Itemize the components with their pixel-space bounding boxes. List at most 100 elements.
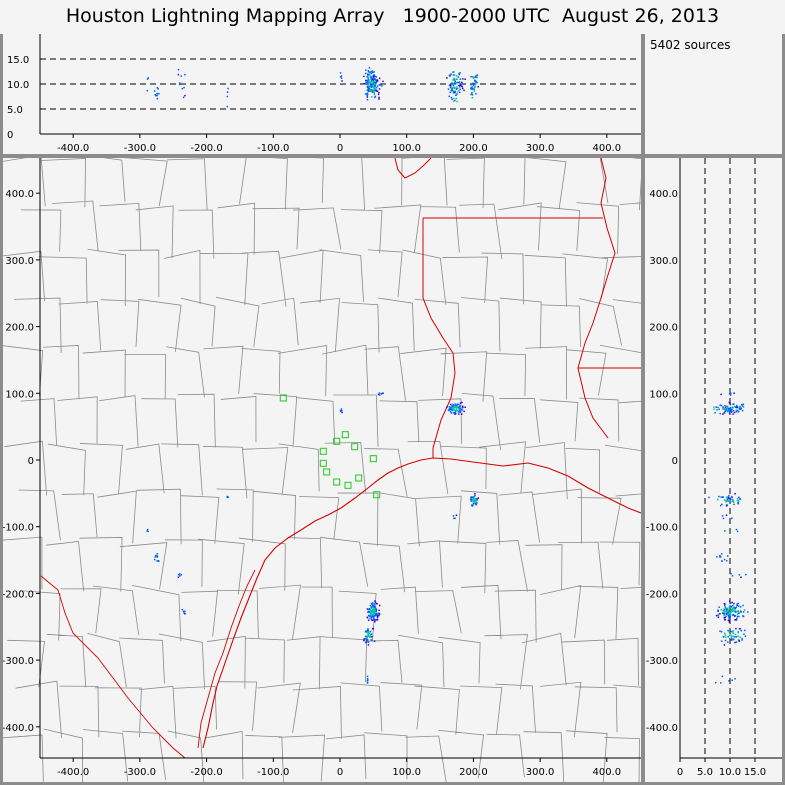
source-point (726, 504, 729, 506)
source-point (464, 78, 466, 81)
source-point (456, 403, 459, 405)
source-point (226, 91, 229, 93)
source-point (476, 502, 478, 504)
source-point (370, 633, 373, 636)
source-point (370, 618, 373, 621)
source-point (365, 79, 367, 82)
source-point (461, 81, 463, 84)
source-point (368, 90, 371, 92)
source-point (738, 611, 741, 614)
source-point (147, 77, 149, 79)
source-point (734, 619, 737, 621)
station-5 (323, 468, 331, 476)
source-point (374, 619, 376, 621)
source-point (464, 406, 466, 409)
title-bar: Houston Lightning Mapping Array 1900-200… (0, 0, 785, 34)
source-point (177, 68, 180, 71)
source-point (459, 83, 461, 85)
source-point (340, 408, 343, 410)
y-tick-label: 15.0 (7, 55, 29, 66)
source-point (378, 98, 380, 100)
source-point (378, 604, 381, 607)
source-point (372, 615, 375, 618)
source-point (373, 93, 376, 95)
source-point (372, 80, 374, 83)
x-tick-label: 200.0 (459, 143, 488, 154)
source-point (449, 74, 451, 76)
source-point (716, 556, 718, 558)
source-point (719, 412, 721, 415)
source-point (738, 615, 740, 618)
source-point (459, 408, 462, 410)
y-tick-label: 200.0 (649, 323, 678, 334)
source-point (184, 73, 186, 76)
source-point (729, 394, 732, 396)
source-point (471, 94, 474, 96)
source-point (451, 87, 453, 89)
source-point (458, 72, 460, 75)
source-point (450, 90, 453, 92)
source-point (370, 602, 373, 605)
source-point (730, 408, 732, 411)
source-point (451, 82, 453, 85)
source-point (449, 91, 451, 94)
source-point (370, 78, 372, 80)
source-point (371, 636, 374, 638)
source-point (727, 496, 730, 498)
source-point (732, 410, 735, 412)
source-point (736, 530, 739, 533)
source-point (459, 88, 462, 91)
source-point (380, 83, 383, 86)
source-point (454, 517, 456, 520)
source-point (723, 611, 726, 613)
source-point (723, 613, 726, 615)
county-mesh (3, 158, 641, 782)
source-point (370, 81, 373, 83)
source-point (455, 97, 458, 100)
source-point (372, 613, 375, 615)
source-point (730, 606, 732, 608)
source-point (459, 405, 461, 407)
source-point (365, 635, 367, 637)
source-point (719, 404, 721, 407)
source-point (366, 73, 369, 75)
source-point (456, 406, 458, 408)
source-point (452, 405, 455, 408)
source-point (474, 494, 476, 497)
source-point (371, 604, 374, 607)
source-point (451, 409, 453, 411)
source-point (370, 612, 372, 615)
source-point (722, 611, 725, 614)
source-point (719, 630, 721, 632)
source-point (453, 517, 455, 520)
source-point (726, 409, 729, 411)
source-point (451, 89, 453, 92)
source-point (731, 607, 734, 609)
source-point (374, 82, 377, 85)
source-point (452, 92, 455, 94)
source-point (155, 94, 157, 97)
source-point (727, 629, 729, 632)
x-tick-label: -300.0 (124, 767, 156, 778)
source-point (738, 574, 741, 576)
source-point (456, 100, 458, 103)
source-point (156, 560, 158, 562)
source-point (731, 495, 733, 498)
plan-view-map: -400.0 -300.0 -200.0 -100.0 0 100.0 200.0 300.0… (3, 158, 641, 782)
source-point (724, 404, 726, 407)
source-point (727, 608, 729, 611)
source-count-panel: 5402 sources (645, 34, 782, 154)
source-point (182, 610, 185, 613)
source-point (374, 620, 376, 623)
source-point (723, 558, 726, 561)
source-point (734, 606, 736, 609)
source-point (454, 79, 456, 82)
source-point (340, 83, 343, 86)
source-point (182, 96, 185, 99)
source-point (366, 678, 369, 680)
source-point (719, 554, 721, 557)
texas-louisiana-border (422, 218, 456, 458)
source-point (366, 94, 368, 97)
x-tick-label: 0 (337, 143, 343, 154)
source-point (732, 607, 735, 609)
